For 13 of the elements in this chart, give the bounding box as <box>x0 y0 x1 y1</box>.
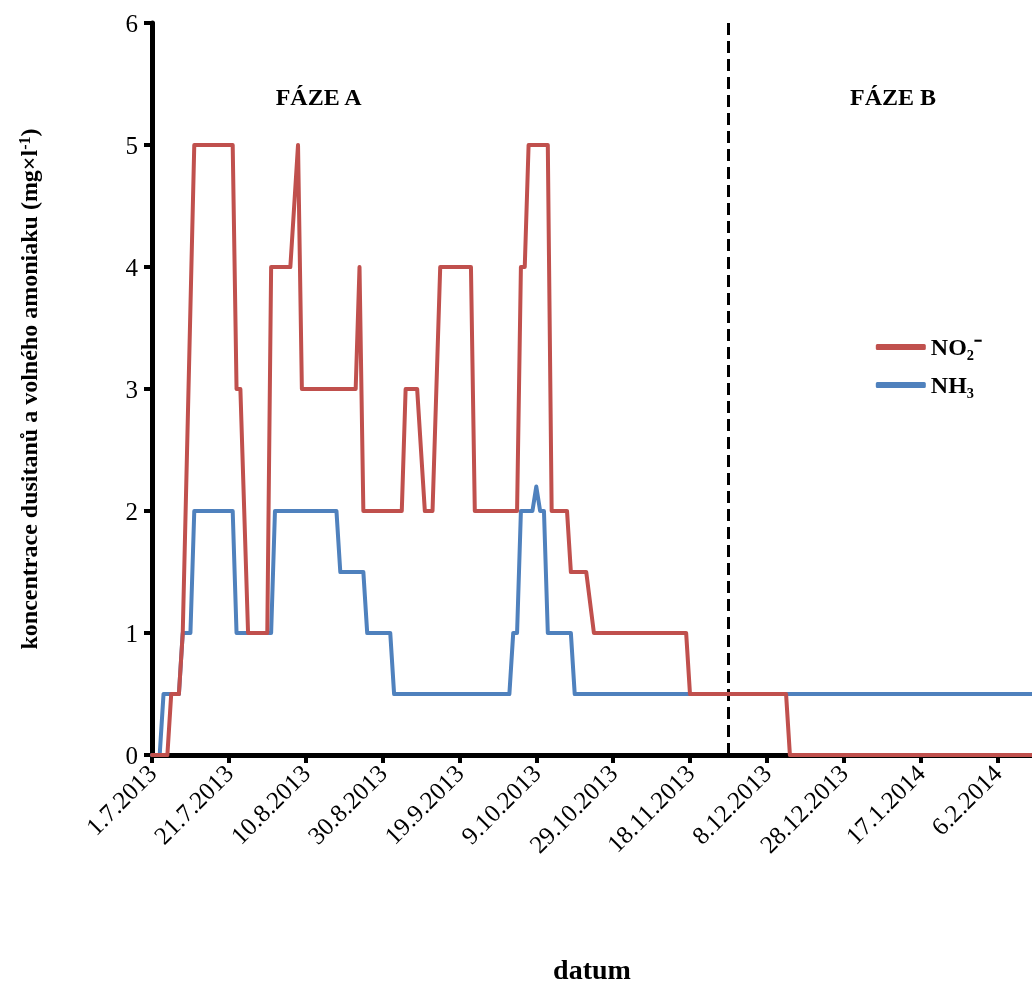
y-tick-label: 4 <box>125 253 139 281</box>
legend-label: NH₃ <box>930 372 975 398</box>
annotation: FÁZE A <box>275 84 363 110</box>
x-axis-title: datum <box>553 953 631 985</box>
y-tick-label: 0 <box>125 741 138 769</box>
y-tick-label: 3 <box>125 375 138 403</box>
y-tick-label: 2 <box>125 497 138 525</box>
y-tick-label: 1 <box>125 619 138 647</box>
annotation: FÁZE B <box>850 84 937 110</box>
legend-label: NO₂⁻ <box>930 334 983 360</box>
y-tick-label: 6 <box>125 9 138 37</box>
y-tick-label: 5 <box>125 131 138 159</box>
y-axis-title: koncentrace dusitanů a volného amoniaku (mg×l-1) <box>15 128 42 650</box>
